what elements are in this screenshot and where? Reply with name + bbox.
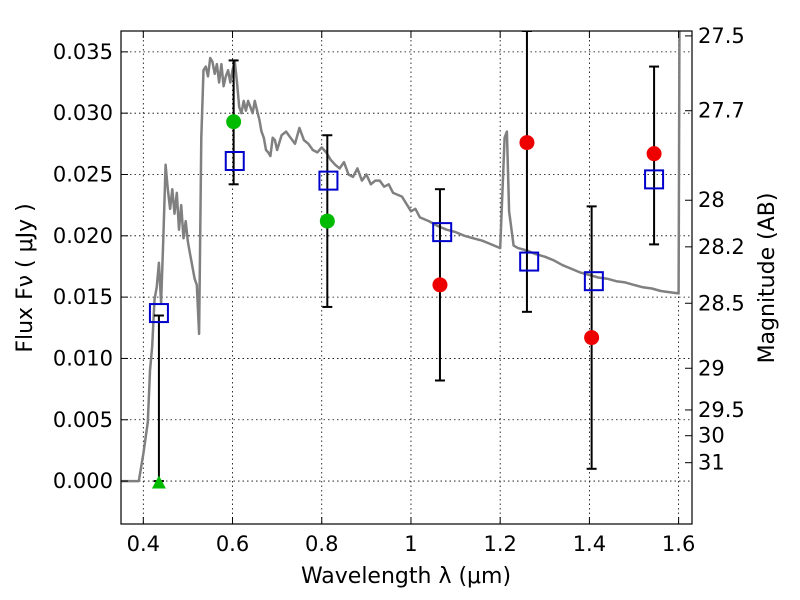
- detection-point: [319, 213, 335, 229]
- plot-area: [121, 31, 681, 489]
- y-tick-label: 0.030: [53, 101, 113, 125]
- measurement-point: [646, 146, 662, 162]
- y-tick-label: 0.015: [53, 285, 113, 309]
- right-axis-label: Magnitude (AB): [755, 193, 780, 364]
- x-tick-label: 1.2: [483, 532, 516, 556]
- y-tick-label: 0.000: [53, 469, 113, 493]
- x-tick-label: 1: [404, 532, 417, 556]
- right-tick-label: 27.7: [698, 99, 745, 123]
- y-axis-label: Flux Fν ( μJy ): [13, 203, 38, 352]
- x-tick-label: 0.6: [216, 532, 249, 556]
- x-tick-label: 0.8: [305, 532, 338, 556]
- y-tick-label: 0.010: [53, 346, 113, 370]
- measurement-point: [519, 135, 535, 151]
- model-point: [583, 271, 604, 292]
- tick-marks: [121, 31, 692, 524]
- x-tick-label: 1.6: [662, 532, 695, 556]
- x-tick-label: 1.4: [573, 532, 606, 556]
- measurement-point: [584, 330, 600, 346]
- model-point: [148, 303, 169, 324]
- right-tick-label: 30: [698, 424, 725, 448]
- tick-labels: 0.4 0.6 0.8 1 1.2 1.4 1.6 0.000 0.005 0.010 0.015 0…: [53, 24, 745, 556]
- grid: [121, 31, 692, 524]
- y-tick-label: 0.035: [53, 40, 113, 64]
- measurement-point: [432, 277, 448, 293]
- right-tick-label: 28.2: [698, 235, 745, 259]
- right-tick-label: 29: [698, 356, 725, 380]
- model-point: [644, 169, 665, 190]
- right-tick-label: 29.5: [698, 398, 745, 422]
- right-tick-label: 28.5: [698, 291, 745, 315]
- y-tick-label: 0.025: [53, 162, 113, 186]
- right-tick-label: 31: [698, 451, 725, 475]
- model-point: [432, 222, 453, 243]
- y-tick-label: 0.005: [53, 408, 113, 432]
- right-tick-label: 28: [698, 188, 725, 212]
- y-tick-label: 0.020: [53, 224, 113, 248]
- model-point: [318, 170, 339, 191]
- right-tick-label: 27.5: [698, 24, 745, 48]
- upper-limit-marker: [151, 475, 166, 489]
- plot-frame: [120, 30, 693, 525]
- x-tick-label: 0.4: [127, 532, 160, 556]
- model-point: [224, 150, 245, 171]
- sed-curve: [121, 31, 681, 483]
- detection-point: [226, 114, 242, 130]
- model-point: [519, 251, 540, 272]
- x-axis-label: Wavelength λ (μm): [301, 564, 511, 589]
